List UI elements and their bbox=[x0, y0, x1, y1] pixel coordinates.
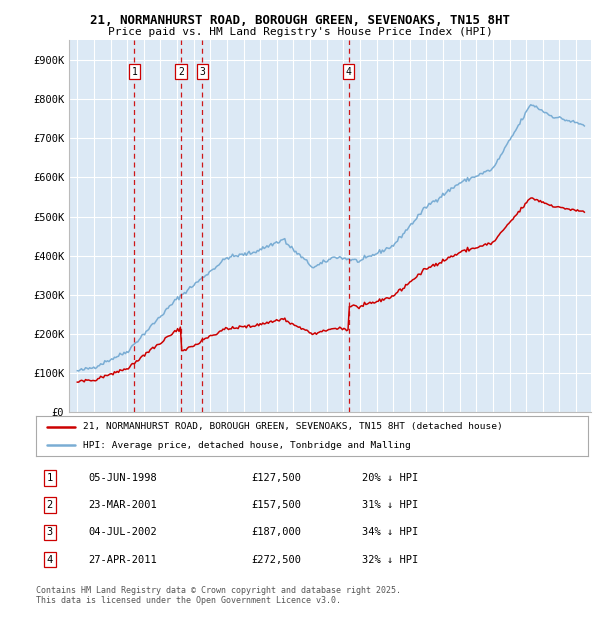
Text: 20% ↓ HPI: 20% ↓ HPI bbox=[362, 473, 418, 484]
Text: 21, NORMANHURST ROAD, BOROUGH GREEN, SEVENOAKS, TN15 8HT (detached house): 21, NORMANHURST ROAD, BOROUGH GREEN, SEV… bbox=[83, 422, 503, 432]
Text: 2: 2 bbox=[47, 500, 53, 510]
Text: 2: 2 bbox=[178, 66, 184, 77]
Text: 05-JUN-1998: 05-JUN-1998 bbox=[88, 473, 157, 484]
Text: 21, NORMANHURST ROAD, BOROUGH GREEN, SEVENOAKS, TN15 8HT: 21, NORMANHURST ROAD, BOROUGH GREEN, SEV… bbox=[90, 14, 510, 27]
Text: 4: 4 bbox=[346, 66, 352, 77]
Text: 1: 1 bbox=[47, 473, 53, 484]
Text: 4: 4 bbox=[47, 554, 53, 565]
Text: 27-APR-2011: 27-APR-2011 bbox=[88, 554, 157, 565]
Text: 34% ↓ HPI: 34% ↓ HPI bbox=[362, 528, 418, 538]
Text: 31% ↓ HPI: 31% ↓ HPI bbox=[362, 500, 418, 510]
Text: 23-MAR-2001: 23-MAR-2001 bbox=[88, 500, 157, 510]
Text: £127,500: £127,500 bbox=[251, 473, 301, 484]
Text: 3: 3 bbox=[47, 528, 53, 538]
Text: £187,000: £187,000 bbox=[251, 528, 301, 538]
Text: HPI: Average price, detached house, Tonbridge and Malling: HPI: Average price, detached house, Tonb… bbox=[83, 441, 410, 450]
Text: 04-JUL-2002: 04-JUL-2002 bbox=[88, 528, 157, 538]
Text: £272,500: £272,500 bbox=[251, 554, 301, 565]
Text: £157,500: £157,500 bbox=[251, 500, 301, 510]
Text: 1: 1 bbox=[131, 66, 137, 77]
Text: 32% ↓ HPI: 32% ↓ HPI bbox=[362, 554, 418, 565]
Text: Contains HM Land Registry data © Crown copyright and database right 2025.: Contains HM Land Registry data © Crown c… bbox=[36, 586, 401, 595]
Text: Price paid vs. HM Land Registry's House Price Index (HPI): Price paid vs. HM Land Registry's House … bbox=[107, 27, 493, 37]
Text: This data is licensed under the Open Government Licence v3.0.: This data is licensed under the Open Gov… bbox=[36, 596, 341, 604]
Text: 3: 3 bbox=[199, 66, 205, 77]
